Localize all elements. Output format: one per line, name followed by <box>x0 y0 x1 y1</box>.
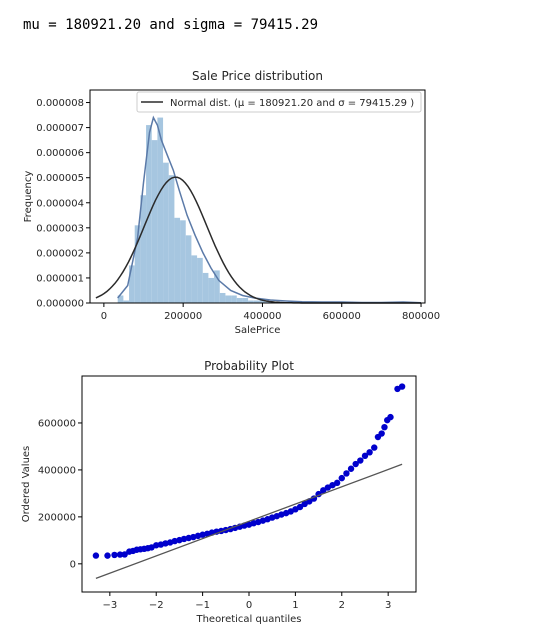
data-point <box>343 470 350 477</box>
y-tick-label: 0.000004 <box>36 198 84 209</box>
legend: Normal dist. (μ = 180921.20 and σ = 7941… <box>136 91 422 113</box>
histogram-bar <box>174 217 181 303</box>
y-tick-label: 0.000003 <box>36 223 84 234</box>
histogram-bar <box>140 195 147 303</box>
histogram-bar <box>191 255 198 303</box>
y-axis-label: Frequency <box>23 171 34 223</box>
legend-entry: Normal dist. (μ = 180921.20 and σ = 7941… <box>170 98 414 109</box>
histogram-bar <box>157 117 164 304</box>
data-points <box>92 383 406 559</box>
y-tick-label: 0.000005 <box>36 173 84 184</box>
y-tick-label: 0.000006 <box>36 148 84 159</box>
x-tick-label: 600000 <box>323 311 361 322</box>
console-output: mu = 180921.20 and sigma = 79415.29 <box>23 17 319 33</box>
x-tick-label: −1 <box>195 600 210 611</box>
data-point <box>92 552 100 559</box>
data-point <box>352 460 359 468</box>
data-point <box>361 452 369 460</box>
data-point <box>366 449 373 456</box>
histogram-bar <box>231 295 237 303</box>
plot-frame <box>89 89 426 304</box>
legend-box <box>136 91 422 113</box>
histogram-bar <box>168 175 175 303</box>
x-tick-label: 2 <box>339 600 345 611</box>
data-point <box>394 385 401 393</box>
x-tick-label: 200000 <box>164 311 202 322</box>
histogram-bar <box>259 300 266 303</box>
fit-line <box>95 463 403 579</box>
y-tick-label: 0 <box>70 559 76 570</box>
data-point <box>104 552 111 559</box>
x-axis-label: Theoretical quantiles <box>195 614 301 625</box>
x-tick-label: −3 <box>102 600 117 611</box>
x-tick-label: 1 <box>292 600 298 611</box>
x-axis-label: SalePrice <box>235 325 281 336</box>
histogram-bars <box>117 117 390 304</box>
data-point <box>357 457 364 464</box>
histogram-bar <box>134 225 141 303</box>
histogram-bar <box>163 162 169 303</box>
histogram-bar <box>253 300 260 303</box>
data-point <box>116 551 124 558</box>
chart-title: Sale Price distribution <box>192 69 323 83</box>
y-tick-label: 400000 <box>38 465 76 476</box>
y-tick-label: 0.000002 <box>36 248 84 259</box>
kde-curve <box>117 115 422 304</box>
y-tick-label: 200000 <box>38 512 76 523</box>
data-point <box>296 503 304 511</box>
data-point <box>387 413 394 421</box>
histogram-bar <box>225 295 232 303</box>
y-tick-label: 0.000008 <box>36 98 84 109</box>
y-tick-label: 0.000007 <box>36 123 84 134</box>
data-point <box>381 423 388 431</box>
x-tick-label: 800000 <box>402 311 440 322</box>
histogram-bar <box>236 297 243 303</box>
histogram-bar <box>214 270 220 303</box>
histogram-bar <box>117 295 124 303</box>
histogram-bar <box>185 235 192 303</box>
histogram-bar <box>202 272 209 303</box>
data-point <box>347 465 355 472</box>
histogram-bar <box>129 265 135 303</box>
y-tick-label: 600000 <box>38 418 76 429</box>
histogram-bar <box>265 301 271 303</box>
histogram-bar <box>208 277 215 303</box>
x-tick-label: −2 <box>149 600 164 611</box>
chart-title: Probability Plot <box>204 359 294 373</box>
histogram-bar <box>151 140 158 303</box>
data-point <box>371 444 378 451</box>
data-point <box>121 551 128 558</box>
data-point <box>111 551 118 559</box>
data-point <box>378 430 385 437</box>
histogram-bar <box>219 292 226 303</box>
histogram-bar <box>180 220 186 303</box>
y-tick-label: 0.000001 <box>36 273 84 284</box>
x-tick-label: 400000 <box>243 311 281 322</box>
histogram-bar <box>242 297 249 303</box>
y-tick-label: 0.000000 <box>36 299 84 310</box>
x-tick-label: 0 <box>101 311 107 322</box>
sale-price-distribution-chart: 0 200000 400000 600000 800000 0.000000 0.00000… <box>23 69 440 336</box>
histogram-bar <box>248 300 254 303</box>
histogram-bar <box>197 257 203 303</box>
data-point <box>338 474 345 482</box>
data-point <box>320 487 327 494</box>
x-tick-label: 3 <box>385 600 391 611</box>
y-axis-label: Ordered Values <box>21 446 32 523</box>
plot-frame <box>81 375 417 593</box>
data-point <box>333 479 341 487</box>
histogram-bar <box>123 300 130 303</box>
x-tick-label: 0 <box>246 600 252 611</box>
